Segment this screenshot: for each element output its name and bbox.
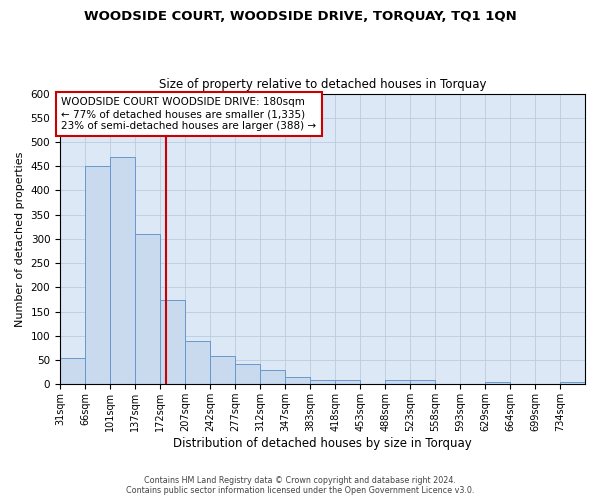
Bar xyxy=(310,380,335,384)
Bar xyxy=(60,358,85,384)
Bar xyxy=(185,340,210,384)
Bar xyxy=(210,356,235,384)
Bar xyxy=(335,380,360,384)
Bar xyxy=(85,166,110,384)
Bar xyxy=(285,377,310,384)
Title: Size of property relative to detached houses in Torquay: Size of property relative to detached ho… xyxy=(159,78,486,91)
Bar xyxy=(410,380,435,384)
Bar xyxy=(110,156,135,384)
Bar xyxy=(560,382,585,384)
X-axis label: Distribution of detached houses by size in Torquay: Distribution of detached houses by size … xyxy=(173,437,472,450)
Y-axis label: Number of detached properties: Number of detached properties xyxy=(15,151,25,326)
Text: WOODSIDE COURT WOODSIDE DRIVE: 180sqm
← 77% of detached houses are smaller (1,33: WOODSIDE COURT WOODSIDE DRIVE: 180sqm ← … xyxy=(61,98,317,130)
Text: Contains HM Land Registry data © Crown copyright and database right 2024.
Contai: Contains HM Land Registry data © Crown c… xyxy=(126,476,474,495)
Bar xyxy=(160,300,185,384)
Bar xyxy=(260,370,285,384)
Bar xyxy=(485,382,511,384)
Text: WOODSIDE COURT, WOODSIDE DRIVE, TORQUAY, TQ1 1QN: WOODSIDE COURT, WOODSIDE DRIVE, TORQUAY,… xyxy=(83,10,517,23)
Bar xyxy=(385,380,410,384)
Bar xyxy=(235,364,260,384)
Bar xyxy=(136,234,160,384)
